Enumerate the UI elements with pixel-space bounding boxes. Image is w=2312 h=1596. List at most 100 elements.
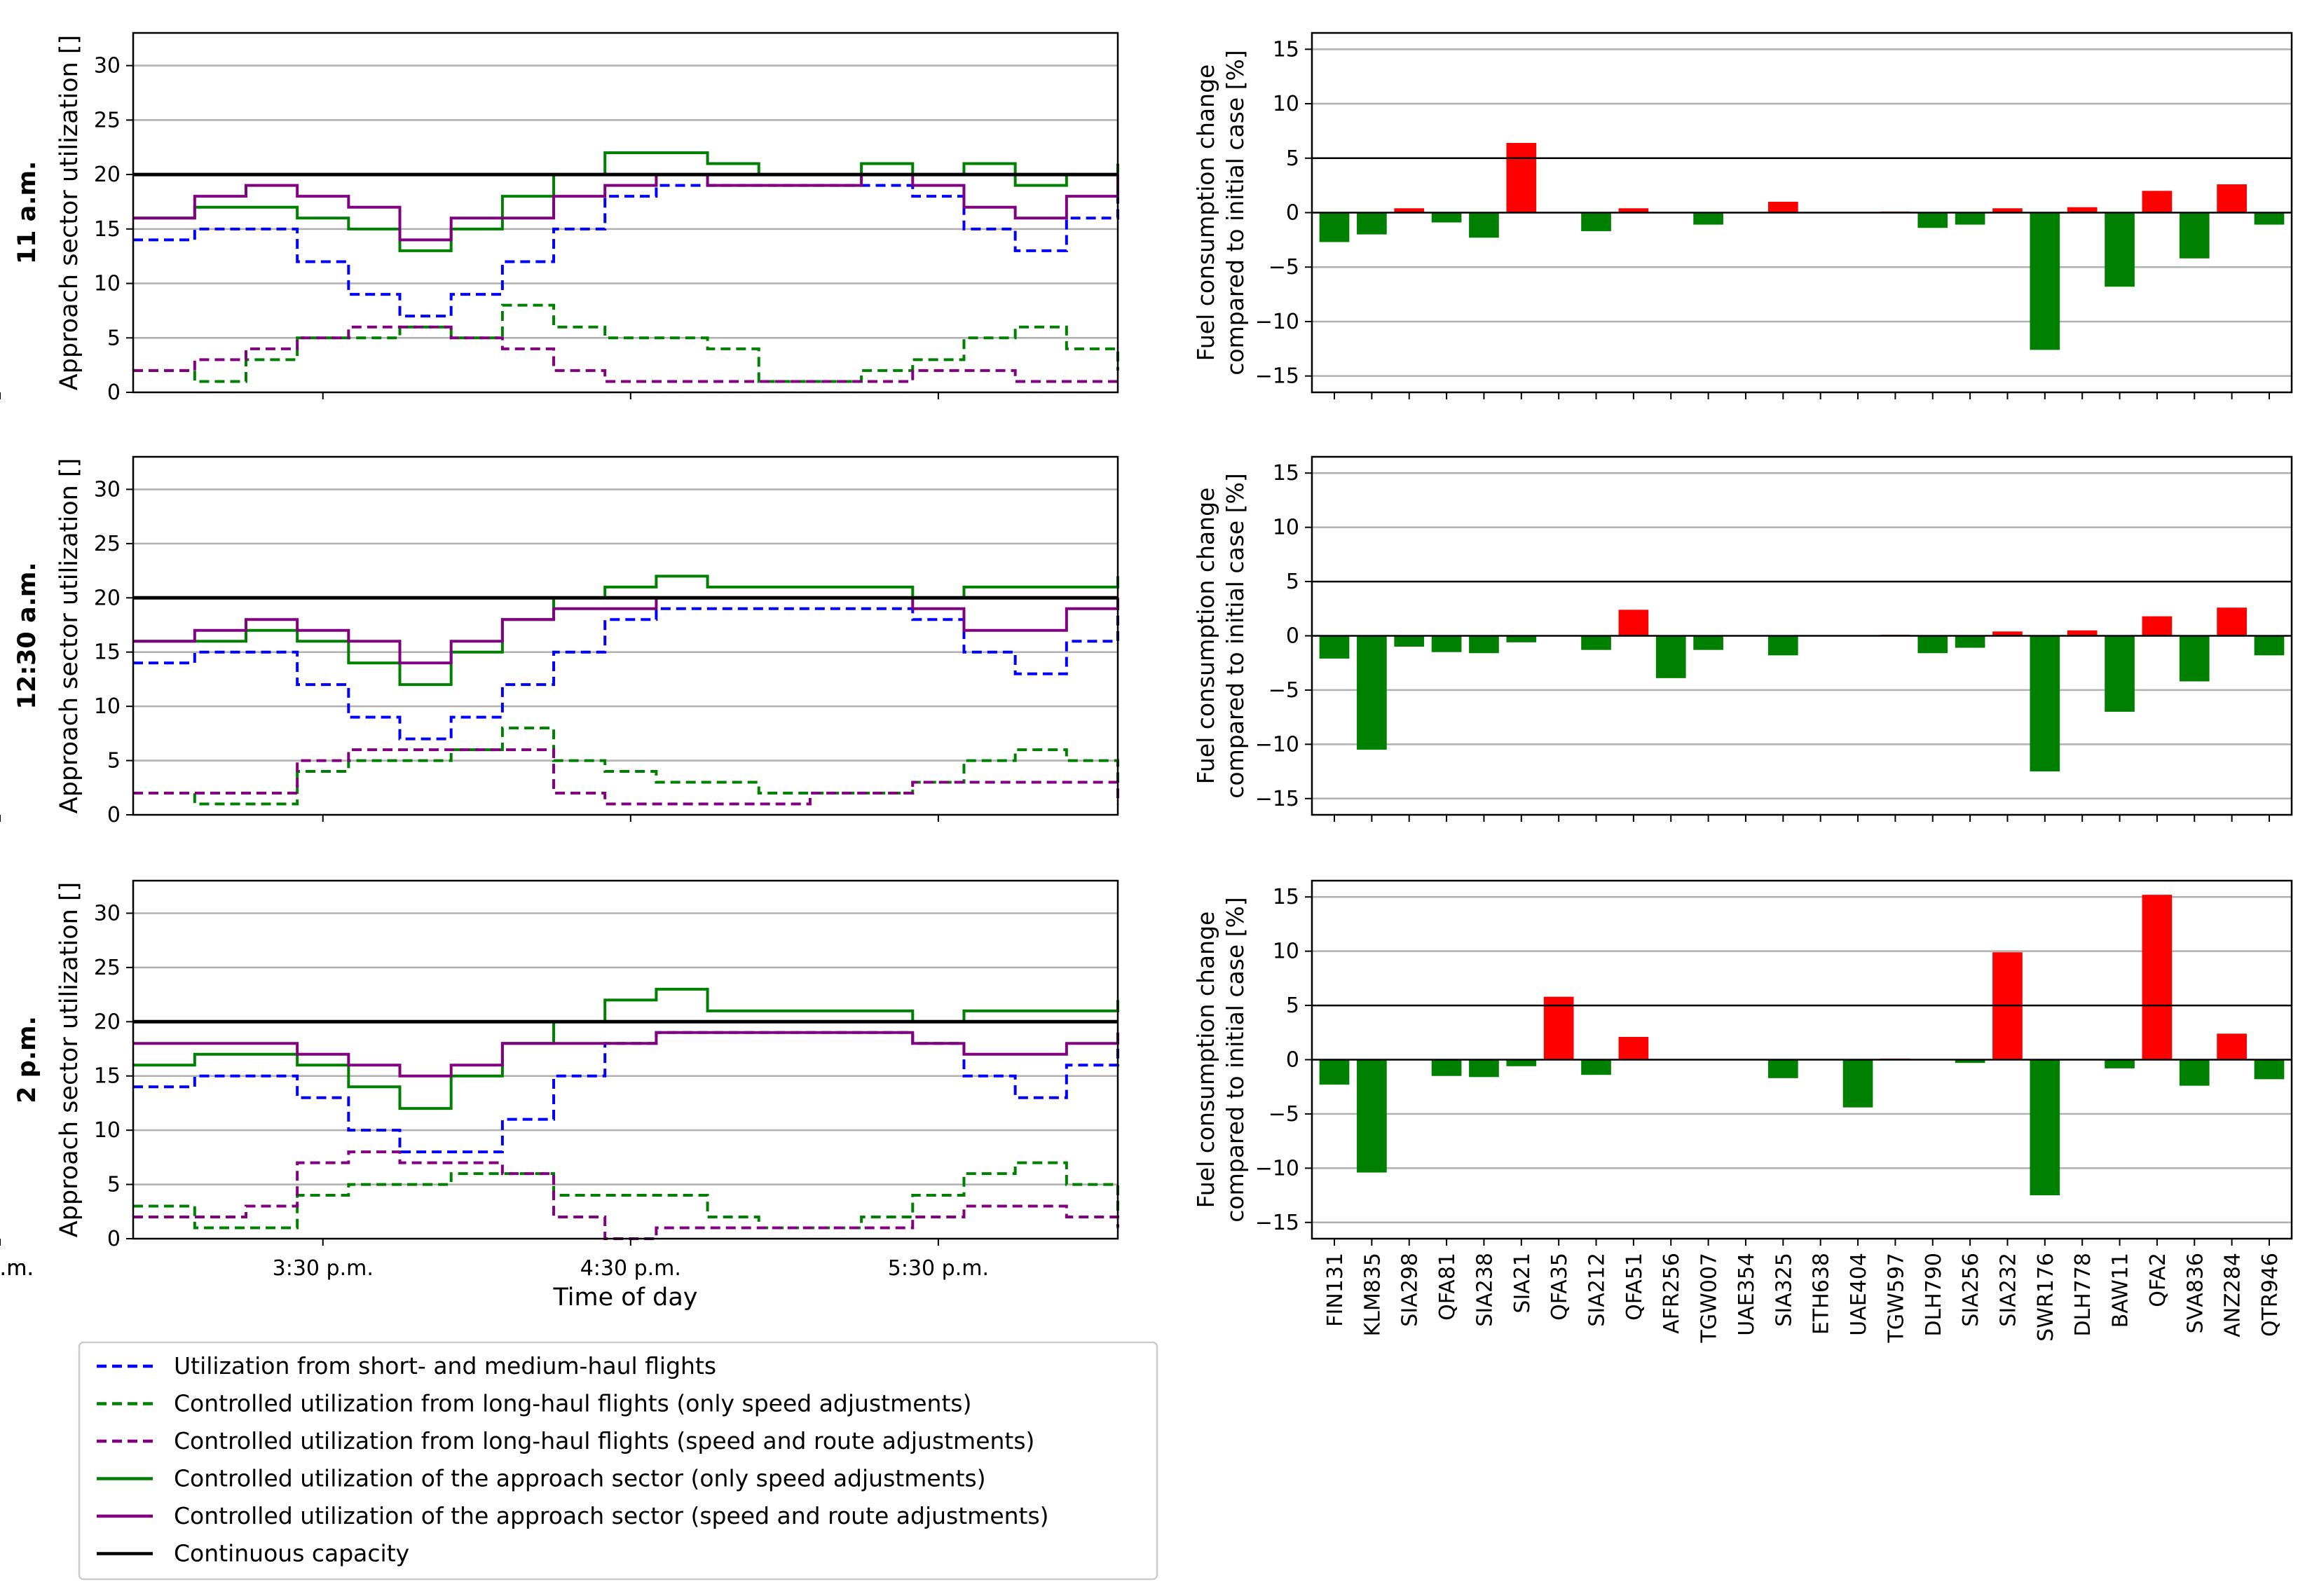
bar-qfa51 [1618,1036,1649,1060]
x-tick-label: 5 p.m. [0,1256,34,1281]
bar-sia21 [1506,1059,1537,1066]
bar-sia232 [1992,631,2023,636]
bar-sia256 [1955,635,1985,648]
bar-baw11 [2105,635,2135,712]
bar-fin131 [1319,635,1350,659]
y-tick-label: 5 [1286,146,1299,171]
utilization-panel-2-p-m: 0 5 10 15 20 25 30 Approach sector utilization … [0,879,1119,1312]
axes-frame [1311,455,2293,816]
category-label: SIA298 [1398,1253,1423,1327]
y-tick-label: 0 [107,803,121,827]
bar-fin131 [1319,212,1350,242]
category-label: TGW007 [1697,1253,1722,1344]
bar-dlh778 [2067,207,2098,213]
bar-sia325 [1767,635,1798,656]
series-line-1 [133,184,1119,318]
category-label: KLM835 [1360,1253,1385,1337]
y-tick-label: 0 [107,1227,121,1251]
legend-item: Controlled utilization of the approach s… [97,1502,1049,1529]
bar-klm835 [1357,212,1387,235]
y-tick-label: 20 [94,163,121,187]
y-tick-label: 20 [94,1010,121,1034]
category-label: SIA325 [1772,1253,1796,1327]
series-line-3 [133,748,1119,806]
bar-sva836 [2179,212,2210,259]
y-tick-label: −10 [1255,310,1299,334]
y-tick-label: 10 [94,694,121,719]
bar-qtr946 [2254,635,2285,656]
bar-klm835 [1357,635,1387,750]
category-label: QTR946 [2258,1253,2283,1337]
axes-frame [132,455,1119,816]
x-tick-label: 6 p.m. [0,1256,34,1281]
bar-sia325 [1767,201,1798,213]
y-axis-label: Approach sector utilization [] [55,882,83,1237]
y-tick-label: 0 [1286,201,1299,226]
bar-sva836 [2179,635,2210,682]
legend-label: Controlled utilization from long-haul fl… [174,1427,1034,1454]
category-label: SIA256 [1959,1253,1983,1327]
y-tick-label: 5 [107,326,121,350]
category-label: SIA212 [1585,1253,1610,1327]
bar-klm835 [1357,1059,1387,1173]
y-tick-label: −15 [1255,364,1299,389]
category-label: UAE404 [1847,1253,1871,1336]
series-line-1 [133,1031,1119,1154]
axes-frame [1311,32,2293,394]
legend-frame [78,1341,1158,1581]
series-line-3 [133,325,1118,383]
legend-label: Controlled utilization from long-haul fl… [174,1390,971,1417]
y-tick-label: 10 [94,1118,121,1143]
y-tick-label: 10 [1273,940,1299,964]
bar-baw11 [2105,212,2135,287]
bar-sia298 [1394,208,1425,213]
legend-item: Controlled utilization from long-haul fl… [97,1390,971,1417]
bar-qfa81 [1431,212,1462,223]
legend-item: Controlled utilization of the approach s… [97,1465,986,1492]
bar-sia212 [1581,635,1611,650]
x-axis-label: Time of day [552,1284,697,1312]
y-axis-label-line1: Fuel consumption change [1192,911,1219,1209]
y-tick-label: 25 [94,108,121,132]
series-line-2 [133,1161,1119,1230]
bar-sia298 [1394,635,1425,647]
bar-sia21 [1506,635,1537,642]
series-line-5 [133,1031,1119,1078]
y-tick-label: 5 [1286,570,1299,594]
y-tick-label: −5 [1268,1102,1299,1127]
bar-qtr946 [2254,212,2285,225]
y-tick-label: 30 [94,54,121,78]
y-tick-label: 30 [94,901,121,926]
legend-item: Controlled utilization from long-haul fl… [97,1427,1034,1454]
bar-qfa51 [1618,208,1649,213]
bar-sia238 [1469,635,1499,654]
y-axis-label: Approach sector utilization [] [55,35,83,390]
axes-frame [1311,879,2293,1240]
legend-label: Utilization from short- and medium-haul … [174,1352,716,1380]
y-tick-label: 15 [94,217,121,242]
category-label: SIA238 [1472,1253,1497,1327]
category-label: DLH778 [2071,1253,2095,1337]
legend-label: Controlled utilization of the approach s… [174,1502,1049,1529]
row-label: 12:30 a.m. [13,562,41,709]
category-label: DLH790 [1922,1253,1946,1337]
y-tick-label: 10 [1273,92,1299,116]
y-axis-label-line1: Fuel consumption change [1192,64,1219,362]
category-label: SIA232 [1996,1253,2020,1327]
bar-sia238 [1469,1059,1499,1078]
bar-sia256 [1955,212,1985,225]
bar-sia325 [1767,1059,1798,1078]
y-tick-label: 5 [107,749,121,773]
series-line-1 [133,607,1119,741]
y-tick-label: 15 [1273,885,1299,909]
bar-baw11 [2105,1059,2135,1068]
fuel-panel-2-p-m: −15 −10 −5 0 5 10 15 FIN131 KLM835 SIA298 QFA81 SIA… [1192,879,2293,1344]
axes-frame [132,879,1119,1240]
utilization-panel-12-30-a-m: 0 5 10 15 20 25 30 Approach sector utilization … [0,455,1119,827]
y-tick-label: 15 [94,1064,121,1089]
y-tick-label: −15 [1255,787,1299,811]
fuel-panel-11-a-m: −15 −10 −5 0 5 10 15 Fuel consumption change com… [1192,32,2293,399]
legend-item: Continuous capacity [97,1540,409,1567]
